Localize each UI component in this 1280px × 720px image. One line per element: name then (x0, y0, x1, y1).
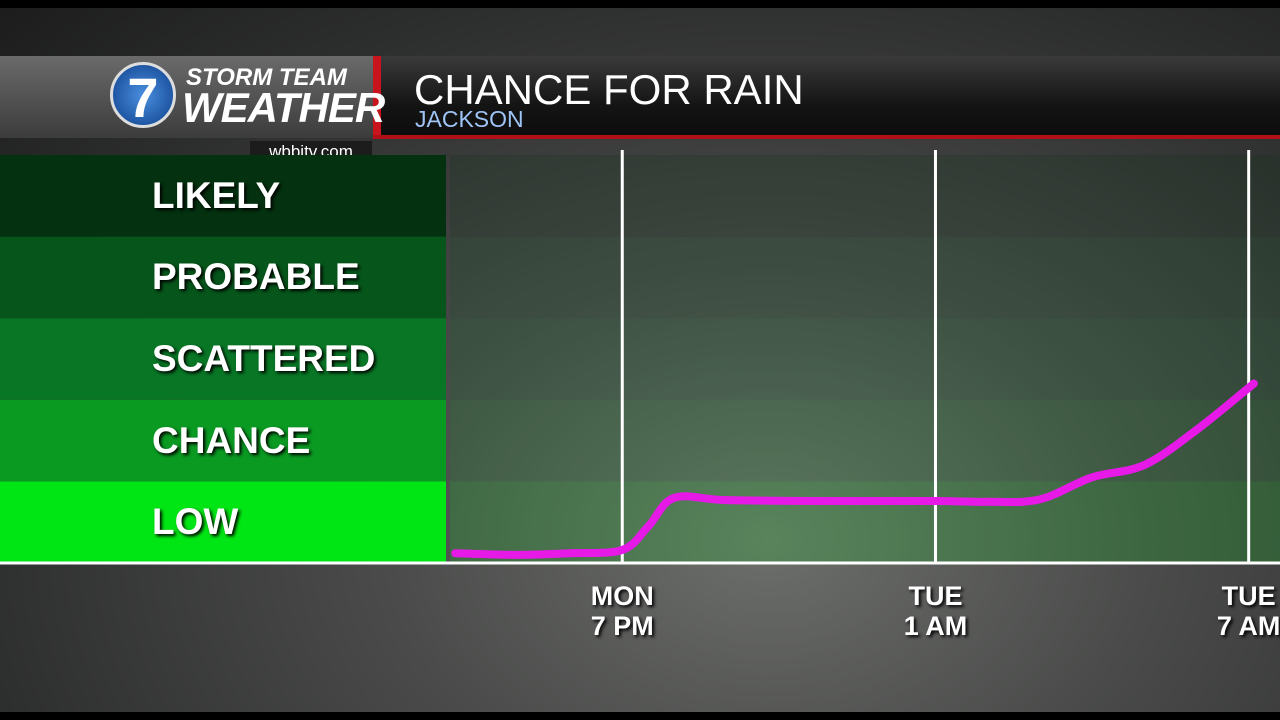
plot-band (450, 318, 1280, 400)
level-band (0, 318, 446, 400)
x-tick-label: TUE 1 AM (903, 581, 968, 641)
title: CHANCE FOR RAIN (414, 66, 804, 113)
x-tick-label: TUE 7 AM (1216, 581, 1280, 641)
x-tick-label: MON 7 PM (590, 581, 654, 641)
top-bar (0, 0, 1280, 8)
level-band (0, 399, 446, 482)
red-strip (373, 56, 381, 138)
plot-band (450, 155, 1280, 237)
rain-chance-line (451, 379, 1258, 559)
brand-line2: WEATHER (182, 84, 385, 131)
logo-panel (0, 56, 373, 138)
logo-badge: 7 (110, 62, 176, 129)
level-band (0, 481, 446, 563)
plot-band (450, 399, 1280, 482)
level-band (0, 155, 446, 237)
red-rule (373, 135, 1280, 139)
level-label: LOW (152, 501, 239, 543)
level-label: SCATTERED (152, 338, 376, 379)
level-label: PROBABLE (152, 256, 360, 298)
level-label: CHANCE (152, 419, 311, 461)
level-band (0, 236, 446, 319)
plot-band (450, 236, 1280, 319)
level-label: LIKELY (152, 174, 281, 216)
brand-line1: STORM TEAM (186, 64, 347, 91)
subtitle: JACKSON (415, 106, 524, 132)
bottom-bar (0, 712, 1280, 720)
